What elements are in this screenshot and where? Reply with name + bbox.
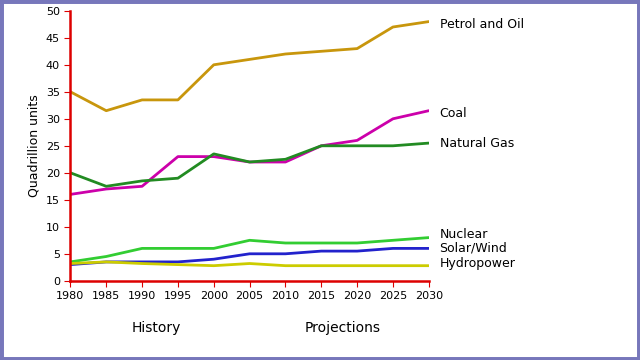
- Text: Solar/Wind: Solar/Wind: [440, 242, 508, 255]
- Text: Petrol and Oil: Petrol and Oil: [440, 18, 524, 31]
- Text: Natural Gas: Natural Gas: [440, 136, 514, 150]
- Text: Projections: Projections: [305, 321, 381, 335]
- Text: Coal: Coal: [440, 107, 467, 120]
- Text: Hydropower: Hydropower: [440, 257, 515, 270]
- Text: History: History: [132, 321, 181, 335]
- Text: Nuclear: Nuclear: [440, 228, 488, 242]
- Y-axis label: Quadrillion units: Quadrillion units: [28, 94, 40, 197]
